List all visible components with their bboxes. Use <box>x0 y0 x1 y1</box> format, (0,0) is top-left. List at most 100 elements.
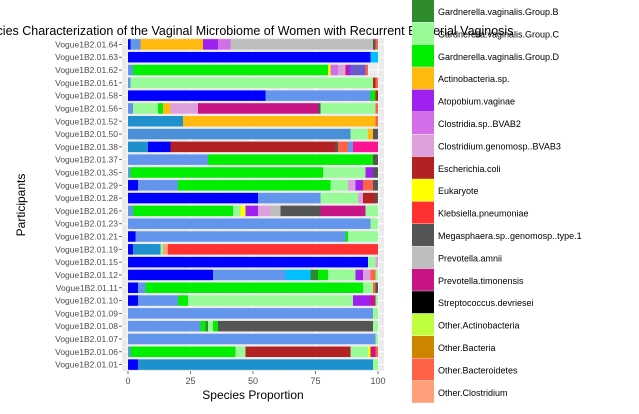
chart-title: cies Characterization of the Vaginal Mic… <box>0 24 513 38</box>
bar-segment <box>140 39 203 50</box>
y-tick-label: Vogue1B2.01.64 <box>55 39 118 49</box>
y-tick-label: Vogue1B2.01.52 <box>55 116 118 126</box>
y-tick-label: Vogue1B2.01.50 <box>55 129 118 139</box>
legend-item: Actinobacteria.sp. <box>412 67 510 90</box>
bar-segment <box>200 320 206 332</box>
bar-segment <box>363 282 373 294</box>
bar-segment <box>128 39 131 50</box>
bar-segment <box>170 141 336 153</box>
x-tick-label: 0 <box>125 376 130 386</box>
legend-item: Other.Bacteroidetes <box>412 358 518 381</box>
bar-segment <box>370 269 376 281</box>
legend-item: Clostridia.sp..BVAB2 <box>412 112 521 134</box>
bar-segment <box>373 128 378 140</box>
bar-segment <box>345 64 348 76</box>
bar-segment <box>373 320 378 332</box>
legend-item: Prevotella.timonensis <box>412 268 524 291</box>
x-tick-label: 25 <box>185 376 195 386</box>
bar-row <box>128 231 378 242</box>
legend-label: Prevotella.amnii <box>438 253 502 263</box>
bar-segment <box>348 180 356 191</box>
bar-segment <box>168 244 378 255</box>
bar-segment <box>128 308 373 319</box>
bar-segment <box>233 205 241 217</box>
bar-segment <box>323 167 366 178</box>
y-tick-label: Vogue1B2.01.19 <box>55 244 118 254</box>
bar-segment <box>148 141 171 153</box>
bar-segment <box>375 115 378 127</box>
bar-segment <box>128 154 208 165</box>
y-tick-label: Vogue1B2.01.06 <box>55 347 118 357</box>
bar-segment <box>235 346 246 358</box>
bar-segment <box>375 333 378 345</box>
legend-key <box>412 380 434 403</box>
bar-segment <box>373 77 376 89</box>
bar-segment <box>138 180 178 191</box>
bar-segment <box>133 205 233 217</box>
bar-segment <box>128 90 266 101</box>
legend-key <box>412 156 434 179</box>
legend-label: Other.Bacteria <box>438 343 496 353</box>
bar-segment <box>135 231 346 242</box>
bar-segment <box>375 346 378 358</box>
bar-segment <box>368 128 373 140</box>
bar-row <box>128 90 378 101</box>
bar-segment <box>270 205 281 217</box>
bar-segment <box>355 180 363 191</box>
legend-label: Clostridium.genomosp..BVAB3 <box>438 141 561 151</box>
legend-label: Klebsiella.pneumoniae <box>438 209 529 219</box>
bar-segment <box>330 180 348 191</box>
legend-label: Megasphaera.sp..genomosp..type.1 <box>438 231 582 241</box>
bar-segment <box>365 205 378 217</box>
bar-segment <box>128 64 133 76</box>
y-tick-label: Vogue1B2.01.62 <box>55 65 118 75</box>
bar-segment <box>348 64 351 76</box>
bar-row <box>128 39 378 50</box>
bar-segment <box>208 154 373 165</box>
bar-segment <box>373 180 378 191</box>
bar-row <box>128 167 378 178</box>
legend-item: Prevotella.amnii <box>412 246 502 269</box>
bar-row <box>128 77 378 89</box>
bar-segment <box>373 154 378 165</box>
bar-segment <box>310 269 318 281</box>
y-tick-label: Vogue1B2.01.23 <box>55 219 118 229</box>
bar-segment <box>375 77 378 89</box>
bar-segment <box>338 64 346 76</box>
legend-label: Clostridia.sp..BVAB2 <box>438 119 521 129</box>
legend-item: Clostridium.genomosp..BVAB3 <box>412 134 561 157</box>
bar-segment <box>128 346 131 358</box>
bar-segment <box>373 167 378 178</box>
y-tick-label: Vogue1B2.01.38 <box>55 142 118 152</box>
x-axis-title: Species Proportion <box>202 388 303 402</box>
bar-segment <box>358 192 363 204</box>
legend-key <box>412 179 434 202</box>
bar-segment <box>348 141 353 153</box>
x-tick-label: 50 <box>248 376 258 386</box>
x-tick-labels: 0 25 50 75 100 <box>125 371 386 386</box>
y-tick-label: Vogue1B2.01.15 <box>55 257 118 267</box>
bar-segment <box>128 192 258 204</box>
bar-segment <box>368 346 371 358</box>
legend-item: Other.Clostridium <box>412 380 508 403</box>
bar-segment <box>230 39 373 50</box>
bar-segment <box>218 320 373 332</box>
bar-segment <box>338 141 348 153</box>
bar-row <box>128 308 378 319</box>
legend-key <box>412 89 434 112</box>
bar-segment <box>375 39 378 50</box>
bar-segment <box>350 128 368 140</box>
bar-segment <box>128 115 183 127</box>
bar-segment <box>320 192 358 204</box>
legend-key <box>412 22 434 45</box>
legend-item: Streptococcus.devriesei <box>412 291 534 314</box>
legend-key <box>412 291 434 314</box>
legend-key <box>412 67 434 90</box>
bar-segment <box>245 205 258 217</box>
legend-label: Other.Clostridium <box>438 388 508 398</box>
bar-segment <box>163 103 171 114</box>
bar-segment <box>280 205 321 217</box>
legend-key <box>412 0 434 22</box>
x-tick-label: 75 <box>310 376 320 386</box>
bar-row <box>128 64 368 76</box>
